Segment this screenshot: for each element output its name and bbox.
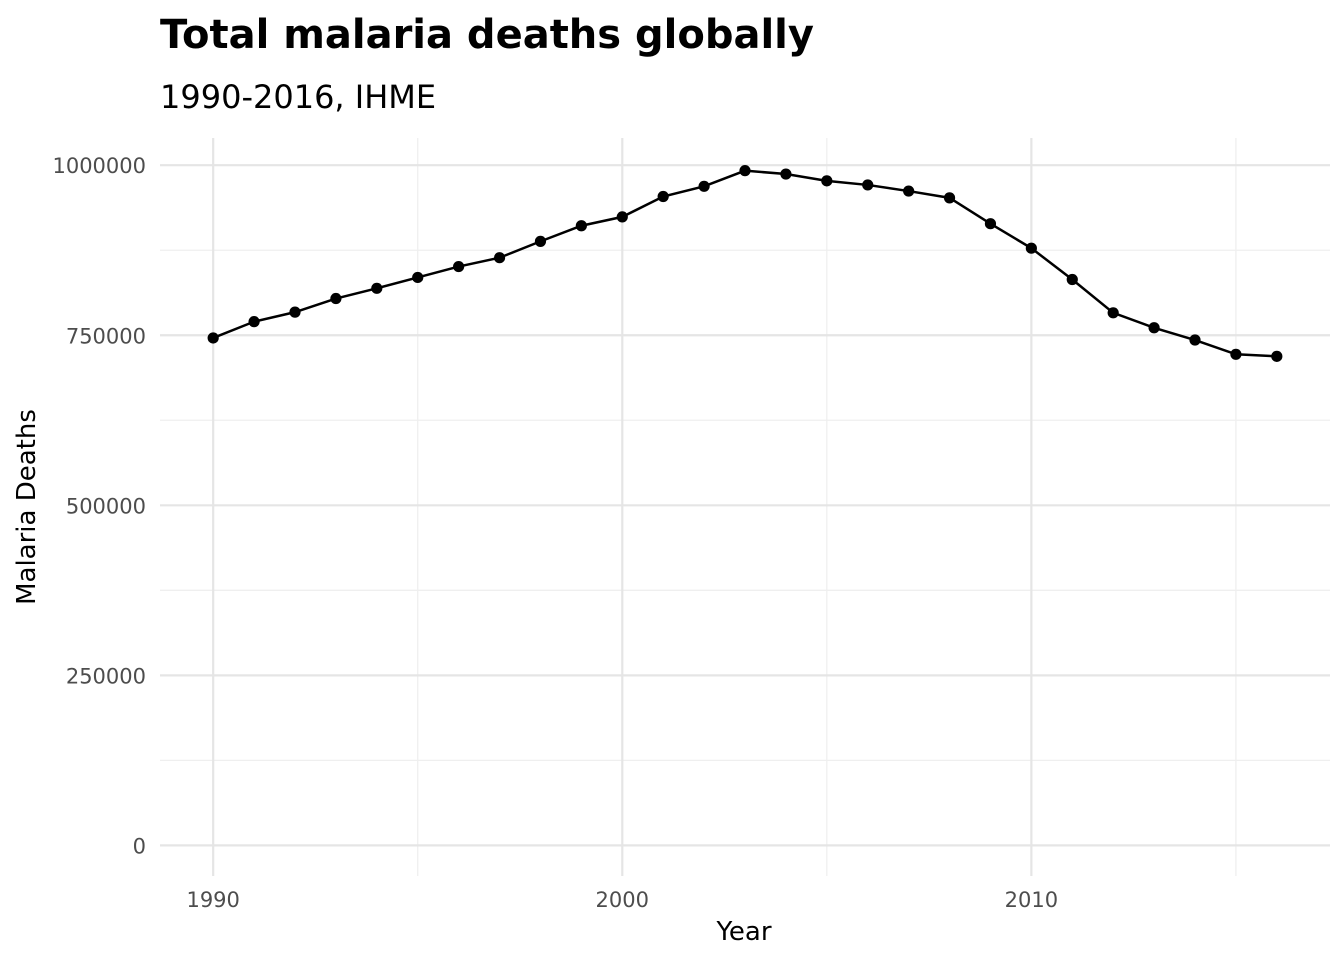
data-point bbox=[821, 175, 833, 187]
y-tick-label: 500000 bbox=[66, 494, 146, 518]
data-point bbox=[1025, 242, 1037, 254]
data-point bbox=[1107, 307, 1119, 319]
y-tick-label: 750000 bbox=[66, 324, 146, 348]
data-point bbox=[371, 282, 383, 294]
data-point bbox=[698, 180, 710, 192]
y-tick-label: 0 bbox=[133, 834, 146, 858]
data-point bbox=[289, 306, 301, 318]
data-point bbox=[453, 260, 465, 273]
data-point bbox=[412, 271, 424, 284]
y-tick-label: 1000000 bbox=[52, 154, 146, 178]
data-point bbox=[862, 179, 874, 191]
data-point bbox=[248, 316, 260, 328]
y-tick-label: 250000 bbox=[66, 664, 146, 688]
x-tick-label: 1990 bbox=[186, 888, 239, 912]
data-point bbox=[616, 211, 628, 223]
x-tick-label: 2010 bbox=[1005, 888, 1058, 912]
chart-title: Total malaria deaths globally bbox=[160, 12, 814, 58]
x-tick-label: 2000 bbox=[596, 888, 649, 912]
series-layer bbox=[207, 165, 1283, 362]
data-point bbox=[1148, 322, 1160, 334]
data-point bbox=[1230, 348, 1242, 360]
data-point bbox=[780, 168, 792, 180]
data-point bbox=[330, 292, 342, 305]
data-point bbox=[903, 185, 915, 197]
chart-subtitle: 1990-2016, IHME bbox=[160, 78, 436, 116]
data-point bbox=[943, 192, 956, 204]
data-point bbox=[207, 332, 219, 344]
y-axis-title: Malaria Deaths bbox=[12, 409, 42, 605]
x-axis-title: Year bbox=[715, 917, 771, 947]
data-point bbox=[984, 218, 997, 230]
data-point bbox=[1066, 273, 1078, 286]
grid bbox=[160, 138, 1330, 876]
data-point bbox=[1189, 334, 1201, 346]
data-point bbox=[493, 252, 506, 264]
data-point bbox=[1271, 350, 1283, 362]
series-line bbox=[212, 169, 1277, 358]
data-point bbox=[739, 165, 751, 177]
axis-ticks: 1990 2000 2010 0 250000 500000 750000 1000000 bbox=[52, 154, 1058, 912]
data-point bbox=[657, 190, 669, 203]
data-point bbox=[534, 235, 547, 247]
data-point bbox=[575, 220, 587, 232]
